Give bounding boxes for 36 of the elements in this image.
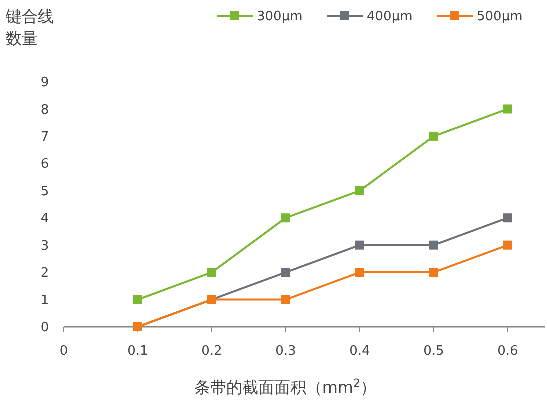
- y-tick-label: 3: [40, 238, 50, 254]
- y-tick-label: 4: [40, 212, 50, 227]
- x-tick-label: 0.3: [276, 344, 296, 359]
- x-axis-title: 条带的截面面积（mm$^{2}$）: [194, 376, 377, 397]
- x-tick-label: 0: [60, 344, 68, 359]
- x-tick-label: 0.1: [128, 344, 148, 359]
- point: [282, 295, 290, 304]
- legend-label: 300μm: [257, 10, 303, 25]
- y-tick-label: 6: [40, 157, 50, 172]
- point: [282, 214, 290, 223]
- y-tick-label: 1: [40, 293, 50, 308]
- point: [430, 132, 438, 141]
- point: [430, 268, 438, 278]
- point: [430, 240, 438, 250]
- point: [504, 104, 512, 114]
- point: [356, 240, 364, 250]
- x-tick-label: 0.5: [424, 344, 444, 359]
- point: [134, 295, 142, 304]
- point: [356, 268, 364, 278]
- point: [282, 268, 290, 278]
- x-tick-label: 0.4: [350, 344, 370, 359]
- y-tick-label: 2: [40, 266, 50, 282]
- y-axis-title: 键合线数量: [5, 7, 54, 48]
- y-tick-label: 8: [40, 102, 50, 118]
- point: [504, 240, 512, 250]
- legend-label: 400μm: [367, 10, 413, 25]
- y-tick-label: 9: [40, 76, 50, 91]
- point: [208, 268, 216, 278]
- x-tick-label: 0.6: [498, 344, 518, 359]
- point: [504, 214, 512, 223]
- legend-label: 500μm: [477, 10, 523, 25]
- y-tick-label: 0: [40, 320, 50, 336]
- x-tick-label: 0.2: [202, 344, 222, 359]
- y-tick-label: 5: [40, 184, 50, 200]
- point: [356, 186, 364, 196]
- y-tick-label: 7: [40, 130, 50, 145]
